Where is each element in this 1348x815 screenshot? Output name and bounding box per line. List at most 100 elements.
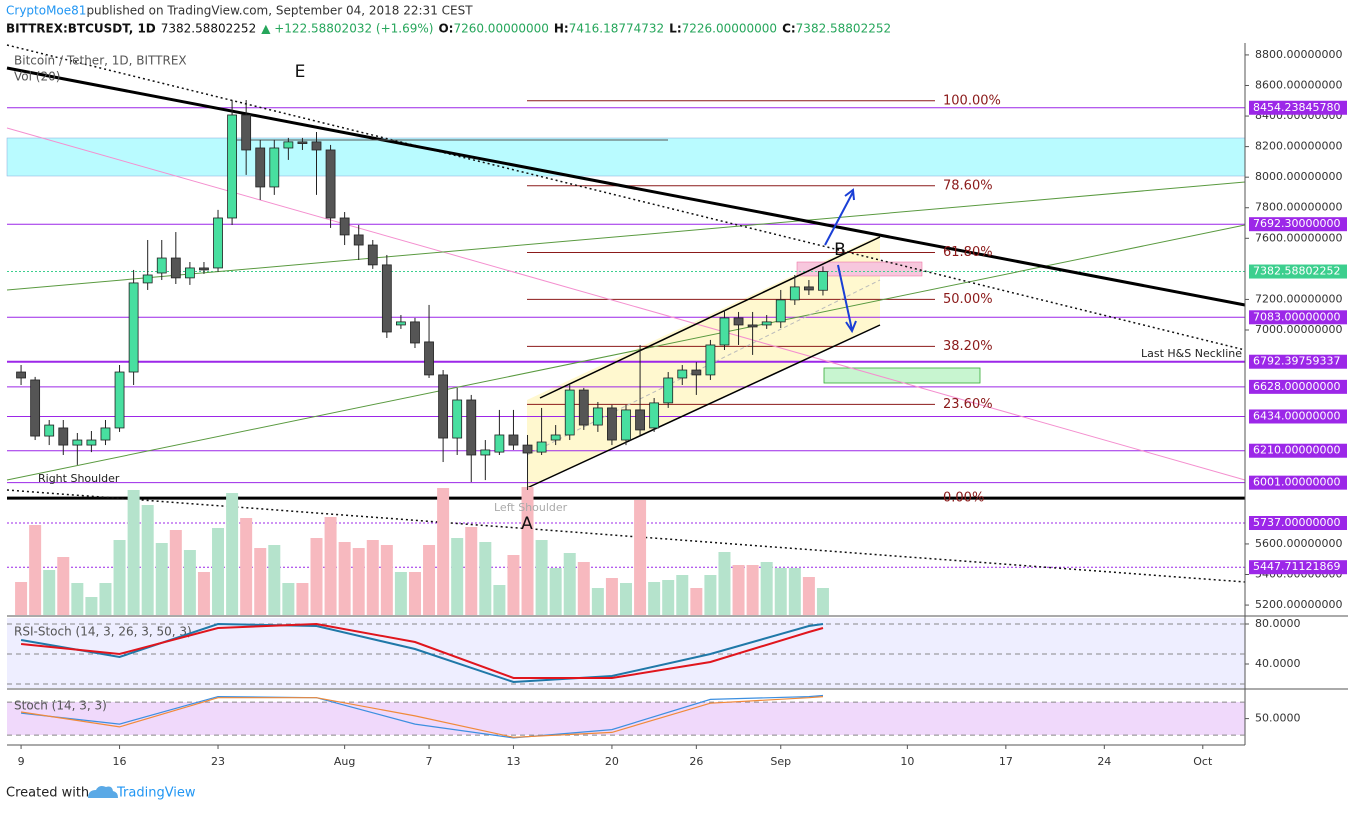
candle-body (592, 407, 603, 426)
candle-body (677, 369, 688, 379)
y-tick-label: 8600.00000000 (1255, 78, 1342, 91)
wave-label: E (295, 62, 306, 82)
author[interactable]: CryptoMoe81 (6, 4, 86, 18)
volume-bar (197, 572, 210, 615)
arrow (824, 191, 854, 246)
x-tick-label: Aug (334, 755, 355, 768)
volume-bar (774, 568, 787, 615)
indicator-title: Stoch (14, 3, 3) (14, 699, 107, 713)
candle-body (733, 317, 744, 326)
level-label: 6792.39759337 (1253, 355, 1340, 368)
header-text: L: (669, 22, 681, 36)
y-tick-label: 40.0000 (1255, 657, 1301, 670)
trend-line (6, 224, 1246, 481)
candle-body (44, 424, 55, 437)
header-text: 7382.58802252 (796, 22, 891, 36)
x-tick-label: 10 (900, 755, 914, 768)
candle-body (775, 299, 786, 323)
volume-bar (451, 538, 464, 615)
candle-body (578, 389, 589, 426)
footer-brand[interactable]: TradingView (116, 786, 196, 801)
volume-bar (99, 583, 112, 615)
y-tick-label: 7200.00000000 (1255, 292, 1342, 305)
trend-line (6, 489, 1246, 583)
header: CryptoMoe81 published on TradingView.com… (6, 4, 891, 36)
candle-body (325, 149, 336, 219)
header-text: 7416.18774732 (569, 22, 664, 36)
channel-line (539, 236, 881, 399)
candle-body (635, 409, 645, 431)
candle-body (508, 434, 519, 446)
candle-body (747, 324, 758, 328)
annotations: E B A Right Shoulder Left Shoulder Last … (14, 54, 1242, 713)
volume-bar (676, 575, 689, 615)
drawings (6, 44, 1246, 583)
candle-body (719, 317, 730, 346)
candle-body (691, 369, 702, 376)
volume-bar (535, 540, 548, 615)
volume-bar (802, 577, 815, 615)
level-label: 7692.30000000 (1253, 217, 1340, 230)
candle-body (818, 271, 828, 291)
fib-label: 23.60% (943, 397, 993, 412)
level-label: 6001.00000000 (1253, 476, 1340, 489)
candle-body (269, 147, 280, 188)
candle-body (438, 374, 449, 439)
level-badge (1249, 516, 1347, 531)
level-badge (1249, 100, 1347, 115)
candle-body (16, 371, 26, 379)
y-tick-label: 5200.00000000 (1255, 598, 1342, 611)
volume-bar (408, 572, 421, 615)
x-tick-label: 26 (689, 755, 703, 768)
volume-bar (591, 588, 604, 615)
y-tick-label: 8200.00000000 (1255, 140, 1342, 153)
header-text: BITTREX:BTCUSDT, 1D (6, 22, 156, 36)
plot (15, 100, 829, 615)
channel-line (526, 324, 881, 489)
volume-bar (704, 575, 717, 615)
y-tick-label: 80.0000 (1255, 617, 1301, 630)
x-tick-label: 20 (605, 755, 619, 768)
x-tick-label: 24 (1097, 755, 1111, 768)
volume-bar (816, 588, 829, 615)
candle-body (142, 274, 153, 284)
target-box (796, 261, 923, 277)
volume-bar (240, 518, 253, 615)
x-tick-label: Oct (1193, 755, 1213, 768)
volume-bar (718, 552, 731, 615)
header-text: 7382.58802252 (161, 22, 256, 36)
y-tick-label: 7000.00000000 (1255, 323, 1342, 336)
volume-bar (620, 583, 632, 615)
y-tick-label: 8800.00000000 (1255, 48, 1342, 61)
level-label: 6434.00000000 (1253, 409, 1340, 422)
candle-body (100, 427, 111, 441)
volume-bar (324, 517, 337, 615)
volume-bar (634, 500, 647, 615)
indicator-line (20, 622, 824, 679)
volume-bar (732, 565, 745, 615)
header-text: published on TradingView.com, September … (86, 4, 473, 18)
wave-label: A (521, 514, 533, 534)
candle-body (339, 217, 350, 236)
chart-title: Bitcoin / Tether, 1D, BITTREX (14, 54, 187, 68)
header-text: ▲ +122.58802032 (+1.69%) (261, 22, 433, 36)
level-label: 7083.00000000 (1253, 310, 1340, 323)
volume-bar (479, 542, 492, 615)
indicator-line (21, 694, 824, 739)
candle-body (410, 321, 420, 344)
volume-bar (57, 557, 70, 615)
y-tick-label: 50.0000 (1255, 712, 1301, 725)
x-tick-label: Sep (770, 755, 791, 768)
candle-body (114, 371, 125, 429)
x-tick-label: 17 (999, 755, 1013, 768)
logo (88, 786, 118, 798)
indicator-title: RSI-Stoch (14, 3, 26, 3, 50, 3) (14, 625, 192, 639)
candle-body (396, 321, 406, 326)
x-tick-label: 16 (113, 755, 127, 768)
candle-body (621, 409, 631, 441)
candle-body (803, 286, 814, 291)
candle-body (761, 321, 772, 326)
resistance-zone (6, 137, 1246, 177)
volume-bar (338, 542, 351, 615)
